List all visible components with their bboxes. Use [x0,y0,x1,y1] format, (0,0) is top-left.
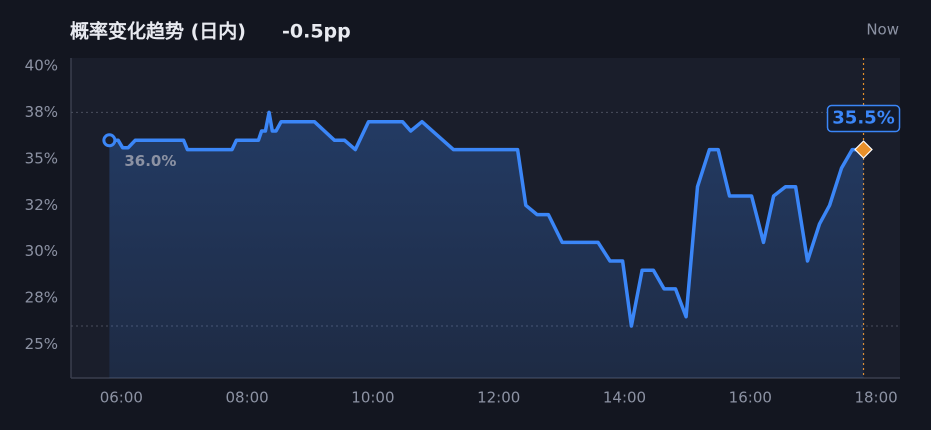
y-tick-label: 38% [25,103,58,121]
start-point [102,133,117,148]
y-tick-label: 28% [25,289,58,307]
x-tick-label: 08:00 [225,389,268,407]
y-tick-label: 30% [25,242,58,260]
end-label: 35.5% [832,108,894,129]
y-tick-label: 40% [25,56,58,74]
change: -0.5pp [282,21,351,43]
y-tick-label: 25% [25,335,58,353]
y-tick-label: 32% [25,196,58,214]
chart-title: 概率变化趋势 (日内) [70,20,246,43]
y-tick-label: 35% [25,149,58,167]
now-label: Now [866,21,899,39]
x-tick-label: 12:00 [477,389,520,407]
x-tick-label: 18:00 [854,389,897,407]
x-tick-label: 06:00 [100,389,143,407]
x-tick-label: 16:00 [729,389,772,407]
line [109,110,864,328]
x-tick-label: 10:00 [351,389,394,407]
end-point [854,140,873,159]
start-label: 36.0% [124,152,176,170]
area [109,112,864,379]
end-label-box [826,104,901,133]
x-tick-label: 14:00 [603,389,646,407]
